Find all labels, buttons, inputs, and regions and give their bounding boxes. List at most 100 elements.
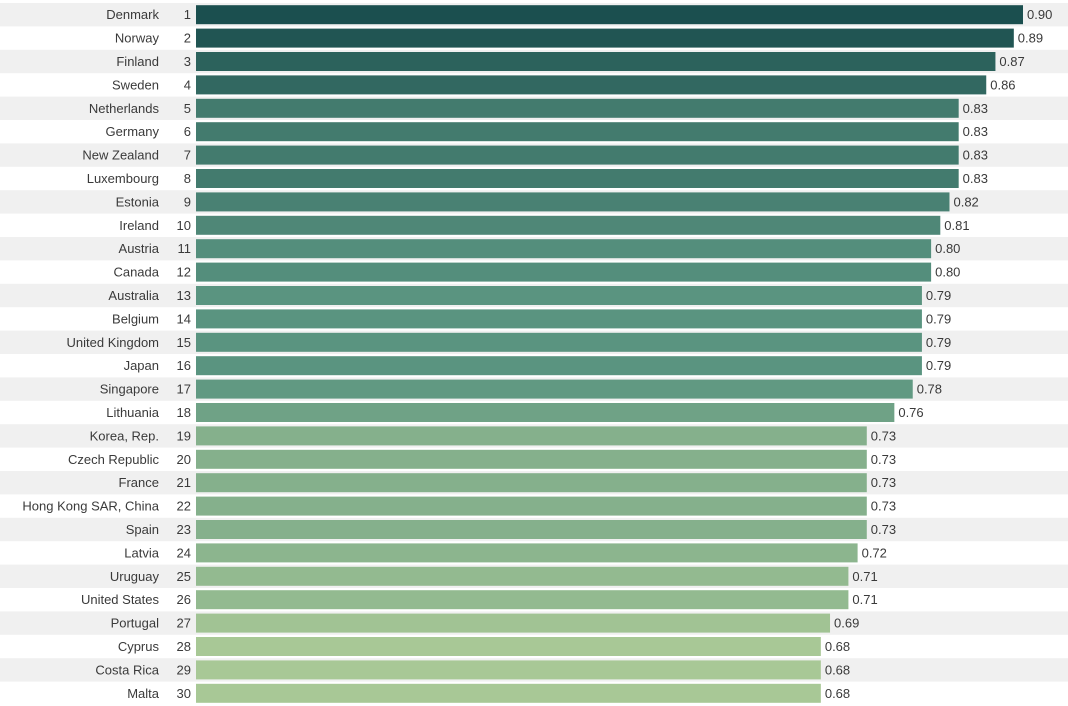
value-label: 0.90	[1027, 7, 1052, 22]
value-label: 0.71	[852, 592, 877, 607]
country-label: Austria	[119, 241, 160, 256]
value-label: 0.87	[999, 54, 1024, 69]
bar-25	[196, 566, 849, 586]
bar-4	[196, 75, 987, 95]
value-label: 0.89	[1018, 31, 1043, 46]
bar-20	[196, 449, 867, 469]
country-label: Denmark	[106, 7, 159, 22]
rank-label: 1	[184, 7, 191, 22]
country-label: Germany	[106, 124, 160, 139]
value-label: 0.73	[871, 522, 896, 537]
bar-19	[196, 426, 867, 446]
rank-label: 6	[184, 124, 191, 139]
rank-label: 30	[177, 686, 191, 701]
country-label: Malta	[127, 686, 160, 701]
rank-label: 13	[177, 288, 191, 303]
rank-label: 20	[177, 452, 191, 467]
value-label: 0.83	[963, 148, 988, 163]
value-label: 0.79	[926, 358, 951, 373]
bar-28	[196, 637, 821, 656]
value-label: 0.82	[953, 194, 978, 209]
bar-27	[196, 613, 831, 633]
row-labels: Denmark 1 0.90 Norway 2 0.89 Finland 3 0.87 Swede…	[22, 7, 1052, 701]
rank-label: 26	[177, 592, 191, 607]
value-label: 0.83	[963, 101, 988, 116]
bar-12	[196, 262, 932, 282]
bar-3	[196, 52, 996, 71]
bar-23	[196, 520, 867, 539]
country-label: Ireland	[119, 218, 159, 233]
country-label: Costa Rica	[95, 662, 159, 677]
value-label: 0.73	[871, 499, 896, 514]
value-label: 0.79	[926, 288, 951, 303]
bar-18	[196, 403, 895, 422]
country-label: Netherlands	[89, 101, 160, 116]
rank-label: 5	[184, 101, 191, 116]
bar-29	[196, 660, 821, 680]
bar-10	[196, 215, 941, 235]
bar-26	[196, 590, 849, 610]
country-label: Sweden	[112, 77, 159, 92]
bars	[196, 5, 1023, 703]
rank-label: 16	[177, 358, 191, 373]
rank-label: 17	[177, 382, 191, 397]
value-label: 0.86	[990, 77, 1015, 92]
value-label: 0.80	[935, 265, 960, 280]
value-label: 0.79	[926, 311, 951, 326]
rank-label: 14	[177, 311, 191, 326]
rank-label: 8	[184, 171, 191, 186]
rank-label: 23	[177, 522, 191, 537]
rank-label: 11	[178, 241, 192, 256]
country-label: United Kingdom	[67, 335, 160, 350]
value-label: 0.83	[963, 171, 988, 186]
bar-6	[196, 122, 959, 142]
country-label: Lithuania	[106, 405, 160, 420]
rank-label: 29	[177, 662, 191, 677]
bar-13	[196, 286, 922, 305]
value-label: 0.71	[852, 569, 877, 584]
value-label: 0.68	[825, 639, 850, 654]
rank-label: 21	[177, 475, 191, 490]
bar-14	[196, 309, 922, 329]
value-label: 0.68	[825, 686, 850, 701]
country-label: France	[119, 475, 159, 490]
country-label: Hong Kong SAR, China	[22, 499, 159, 514]
bar-17	[196, 379, 913, 399]
value-label: 0.80	[935, 241, 960, 256]
bar-2	[196, 28, 1014, 48]
value-label: 0.68	[825, 662, 850, 677]
bar-16	[196, 356, 922, 376]
rank-label: 2	[184, 31, 191, 46]
value-label: 0.73	[871, 428, 896, 443]
rank-label: 22	[177, 499, 191, 514]
rank-label: 24	[177, 545, 191, 560]
value-label: 0.83	[963, 124, 988, 139]
country-label: Spain	[126, 522, 159, 537]
country-label: Canada	[113, 265, 159, 280]
rank-label: 27	[177, 616, 191, 631]
bar-30	[196, 683, 821, 703]
bar-1	[196, 5, 1023, 25]
rank-label: 25	[177, 569, 191, 584]
country-label: Australia	[108, 288, 159, 303]
country-label: Japan	[124, 358, 159, 373]
bar-5	[196, 98, 959, 118]
value-label: 0.81	[944, 218, 969, 233]
bar-7	[196, 145, 959, 165]
country-label: Czech Republic	[68, 452, 160, 467]
country-label: Luxembourg	[87, 171, 159, 186]
bar-11	[196, 239, 932, 259]
country-label: Norway	[115, 31, 160, 46]
rank-label: 15	[177, 335, 191, 350]
country-label: New Zealand	[82, 148, 159, 163]
rank-label: 12	[177, 265, 191, 280]
bar-15	[196, 332, 922, 352]
value-label: 0.76	[898, 405, 923, 420]
country-label: Cyprus	[118, 639, 160, 654]
country-label: Portugal	[111, 616, 160, 631]
bar-9	[196, 192, 950, 212]
country-label: Korea, Rep.	[90, 428, 159, 443]
value-label: 0.79	[926, 335, 951, 350]
country-label: United States	[81, 592, 160, 607]
